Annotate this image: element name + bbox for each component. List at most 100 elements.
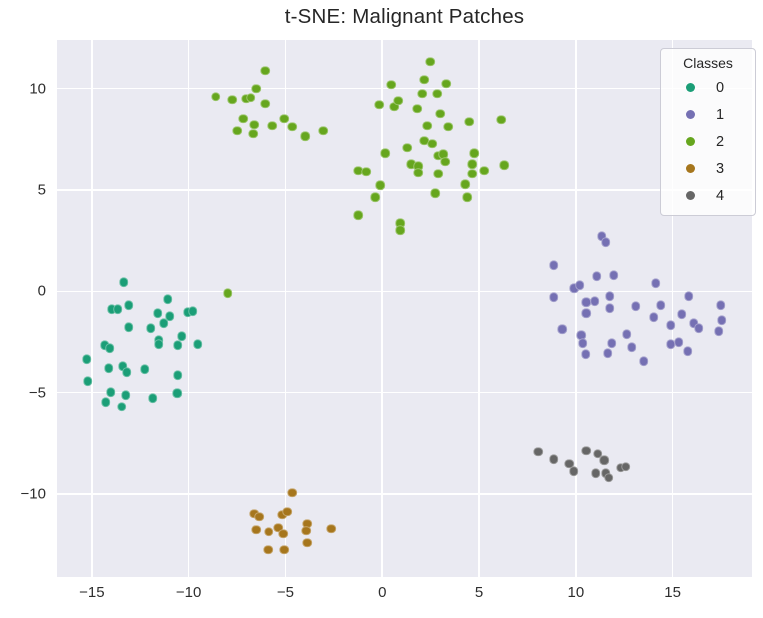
legend-marker-icon — [686, 137, 695, 146]
x-tick-label: 15 — [664, 584, 681, 601]
legend: Classes 0 1 2 3 4 — [660, 48, 756, 216]
legend-entry-label: 0 — [716, 79, 725, 96]
legend-entry-label: 1 — [716, 106, 725, 123]
y-tick-label: −5 — [28, 384, 46, 402]
scatter-point-class-1 — [604, 303, 615, 314]
scatter-point-class-4 — [590, 468, 601, 478]
scatter-point-class-3 — [301, 526, 311, 536]
scatter-point-class-2 — [232, 125, 242, 136]
scatter-point-class-1 — [608, 270, 619, 281]
scatter-point-class-2 — [422, 120, 433, 131]
scatter-point-class-0 — [172, 388, 182, 398]
x-gridline — [381, 40, 383, 577]
legend-entry: 3 — [661, 155, 755, 182]
chart-title: t-SNE: Malignant Patches — [284, 5, 525, 28]
scatter-point-class-4 — [548, 454, 559, 464]
scatter-point-class-2 — [479, 165, 490, 176]
scatter-point-class-0 — [122, 367, 132, 377]
scatter-point-class-0 — [163, 294, 173, 304]
x-tick-label: −10 — [175, 584, 202, 601]
scatter-point-class-2 — [467, 159, 478, 170]
scatter-point-class-0 — [159, 318, 169, 329]
scatter-point-class-3 — [287, 488, 297, 498]
scatter-point-class-4 — [599, 455, 610, 465]
scatter-point-class-2 — [300, 131, 310, 142]
scatter-point-class-0 — [193, 339, 203, 349]
scatter-point-class-0 — [177, 331, 187, 341]
scatter-point-class-1 — [630, 301, 641, 312]
scatter-point-class-0 — [104, 363, 114, 373]
scatter-point-class-1 — [557, 324, 568, 334]
scatter-point-class-3 — [251, 525, 261, 535]
scatter-point-class-0 — [113, 304, 123, 315]
scatter-point-class-3 — [278, 529, 288, 539]
scatter-point-class-2 — [370, 192, 381, 203]
scatter-point-class-0 — [154, 339, 164, 349]
scatter-point-class-2 — [353, 210, 363, 221]
scatter-point-class-2 — [260, 65, 270, 76]
scatter-point-class-4 — [533, 447, 544, 457]
plot-area — [57, 40, 752, 577]
y-gridline — [57, 493, 752, 495]
scatter-point-class-2 — [402, 142, 412, 153]
scatter-point-class-1 — [673, 337, 684, 347]
scatter-point-class-1 — [713, 326, 724, 336]
scatter-point-class-1 — [665, 320, 676, 330]
scatter-point-class-3 — [254, 512, 264, 522]
scatter-point-class-0 — [188, 306, 198, 317]
scatter-point-class-0 — [105, 343, 115, 353]
scatter-point-class-2 — [467, 168, 478, 179]
scatter-point-class-1 — [717, 315, 727, 325]
scatter-point-class-2 — [419, 74, 429, 85]
scatter-point-class-1 — [581, 308, 592, 318]
scatter-point-class-2 — [395, 225, 405, 236]
scatter-point-class-1 — [683, 291, 694, 302]
legend-entry-label: 2 — [716, 133, 725, 150]
scatter-point-class-2 — [432, 88, 443, 99]
x-tick-label: 0 — [378, 584, 387, 601]
legend-marker-icon — [686, 110, 695, 119]
legend-marker-icon — [686, 164, 695, 173]
scatter-point-class-1 — [602, 348, 613, 358]
legend-entries: 0 1 2 3 4 — [661, 74, 755, 209]
scatter-point-class-2 — [238, 113, 248, 124]
scatter-point-class-1 — [589, 296, 600, 306]
scatter-point-class-4 — [603, 473, 614, 483]
x-gridline — [91, 40, 93, 577]
scatter-point-class-2 — [496, 114, 507, 125]
scatter-point-class-0 — [106, 387, 116, 397]
scatter-point-class-2 — [386, 79, 397, 90]
x-tick-label: 5 — [474, 584, 484, 601]
scatter-point-class-0 — [173, 370, 183, 380]
scatter-point-class-2 — [443, 121, 453, 132]
scatter-point-class-1 — [648, 312, 659, 322]
y-gridline — [57, 87, 752, 90]
scatter-point-class-0 — [121, 390, 131, 400]
legend-marker-icon — [686, 83, 695, 92]
scatter-point-class-2 — [464, 116, 475, 127]
legend-entry: 0 — [661, 74, 755, 101]
scatter-point-class-2 — [412, 103, 423, 114]
scatter-point-class-2 — [375, 180, 386, 191]
scatter-point-class-0 — [173, 340, 183, 350]
x-gridline — [575, 40, 577, 577]
legend-entry-label: 3 — [716, 160, 725, 177]
scatter-point-class-1 — [650, 278, 661, 289]
scatter-point-class-1 — [716, 300, 726, 310]
scatter-point-class-1 — [600, 237, 611, 248]
scatter-point-class-1 — [682, 346, 693, 356]
legend-title: Classes — [683, 55, 733, 71]
scatter-point-class-3 — [273, 523, 283, 533]
scatter-point-class-2 — [425, 56, 435, 67]
x-gridline — [284, 40, 287, 577]
legend-entry: 2 — [661, 128, 755, 155]
scatter-point-class-2 — [211, 91, 221, 102]
scatter-point-class-2 — [499, 160, 510, 171]
scatter-point-class-0 — [119, 277, 129, 288]
scatter-point-class-0 — [124, 322, 134, 332]
scatter-point-class-1 — [655, 300, 666, 310]
scatter-point-class-2 — [460, 179, 471, 190]
scatter-point-class-2 — [249, 119, 259, 130]
scatter-point-class-1 — [580, 349, 591, 359]
x-tick-label: −5 — [276, 584, 294, 601]
